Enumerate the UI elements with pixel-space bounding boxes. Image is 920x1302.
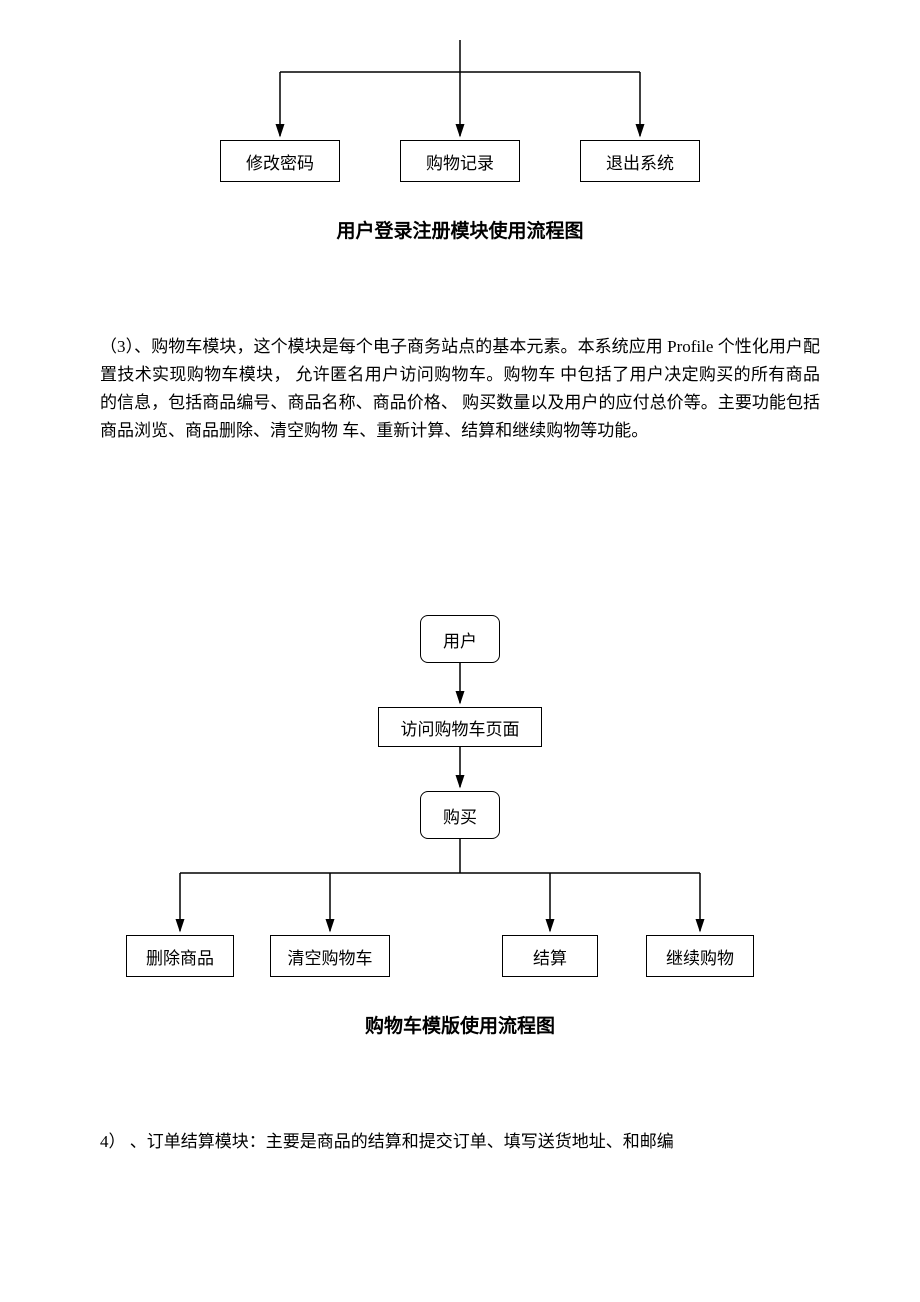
node-change-password: 修改密码 — [220, 140, 340, 182]
node-label: 购物记录 — [426, 149, 494, 174]
node-label: 删除商品 — [146, 944, 214, 969]
node-label: 清空购物车 — [288, 944, 373, 969]
node-checkout: 结算 — [502, 935, 598, 977]
login-module-flowchart: 修改密码 购物记录 退出系统 — [190, 40, 730, 190]
fig2-caption: 购物车模版使用流程图 — [100, 1011, 820, 1038]
node-label: 结算 — [533, 944, 567, 969]
node-purchase-history: 购物记录 — [400, 140, 520, 182]
paragraph-order-module: 4） 、订单结算模块：主要是商品的结算和提交订单、填写送货地址、和邮编 — [100, 1128, 820, 1156]
node-label: 购买 — [443, 803, 477, 828]
node-label: 访问购物车页面 — [401, 715, 520, 740]
node-logout: 退出系统 — [580, 140, 700, 182]
paragraph-cart-module: （3）、购物车模块，这个模块是每个电子商务站点的基本元素。本系统应用 Profi… — [100, 333, 820, 445]
node-label: 继续购物 — [666, 944, 734, 969]
node-buy: 购买 — [420, 791, 500, 839]
node-label: 退出系统 — [606, 149, 674, 174]
cart-module-flowchart: 用户 访问购物车页面 购买 删除商品 清空购物车 结算 继续购物 — [120, 615, 780, 985]
fig1-caption: 用户登录注册模块使用流程图 — [100, 216, 820, 243]
node-clear-cart: 清空购物车 — [270, 935, 390, 977]
node-user: 用户 — [420, 615, 500, 663]
node-visit-cart: 访问购物车页面 — [378, 707, 542, 747]
node-delete-item: 删除商品 — [126, 935, 234, 977]
node-continue-shopping: 继续购物 — [646, 935, 754, 977]
node-label: 修改密码 — [246, 149, 314, 174]
node-label: 用户 — [443, 627, 477, 652]
